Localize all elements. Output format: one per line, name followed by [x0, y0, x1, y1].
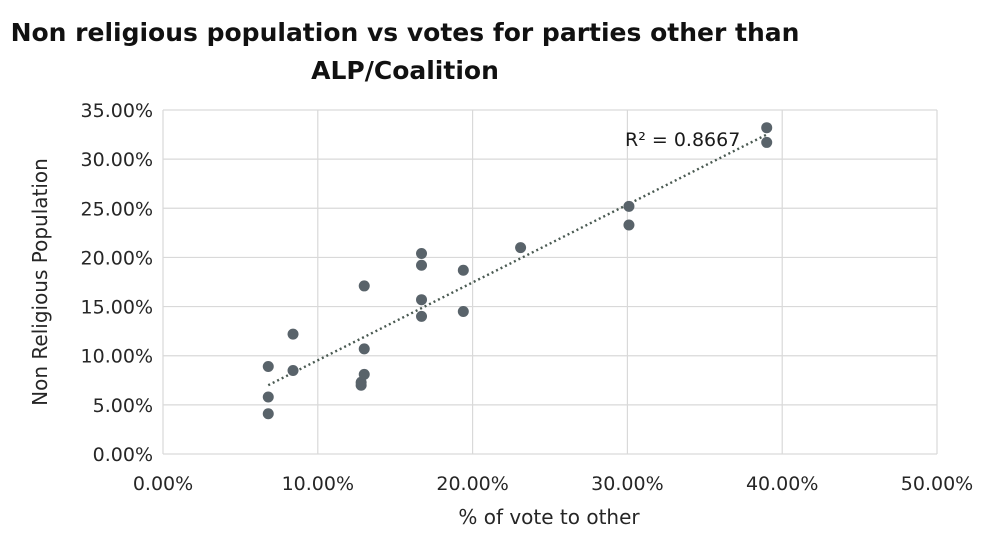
y-axis-label: Non Religious Population	[28, 158, 52, 406]
data-point	[262, 391, 274, 403]
trendline	[267, 133, 768, 387]
data-point	[416, 259, 428, 271]
data-point	[287, 364, 299, 376]
data-point	[457, 264, 469, 276]
data-point	[355, 379, 367, 391]
data-point	[358, 343, 370, 355]
data-point	[262, 361, 274, 373]
chart-title: Non religious population vs votes for pa…	[0, 14, 810, 90]
data-point	[358, 368, 370, 380]
x-tick-label: 20.00%	[436, 473, 508, 495]
data-points	[262, 122, 773, 420]
r-squared-label: R² = 0.8667	[625, 129, 740, 151]
data-point	[416, 247, 428, 259]
data-point	[623, 200, 635, 212]
x-tick-label: 10.00%	[282, 473, 354, 495]
x-tick-labels: 0.00% 10.00% 20.00% 30.00% 40.00% 50.00%	[133, 473, 973, 495]
data-point	[623, 219, 635, 231]
x-tick-label: 30.00%	[591, 473, 663, 495]
y-tick-label: 5.00%	[93, 395, 153, 417]
data-point	[761, 122, 773, 134]
y-tick-label: 20.00%	[81, 247, 153, 269]
chart-title-line-1: Non religious population vs votes for pa…	[10, 18, 800, 47]
grid-lines	[162, 109, 938, 455]
chart-title-line-2: ALP/Coalition	[311, 56, 499, 85]
data-point	[262, 408, 274, 420]
x-tick-label: 40.00%	[746, 473, 818, 495]
data-point	[515, 242, 527, 254]
x-tick-label: 50.00%	[901, 473, 973, 495]
x-axis-label: % of vote to other	[458, 505, 640, 529]
y-tick-label: 30.00%	[81, 149, 153, 171]
x-tick-label: 0.00%	[133, 473, 193, 495]
y-tick-labels: 0.00% 5.00% 10.00% 15.00% 20.00% 25.00% 30.00%…	[81, 100, 153, 466]
data-point	[416, 310, 428, 322]
y-tick-label: 35.00%	[81, 100, 153, 122]
y-tick-label: 0.00%	[93, 444, 153, 466]
y-tick-label: 25.00%	[81, 198, 153, 220]
data-point	[761, 136, 773, 148]
y-tick-label: 10.00%	[81, 346, 153, 368]
y-tick-label: 15.00%	[81, 297, 153, 319]
data-point	[416, 294, 428, 306]
data-point	[287, 328, 299, 340]
data-point	[457, 305, 469, 317]
data-point	[358, 280, 370, 292]
